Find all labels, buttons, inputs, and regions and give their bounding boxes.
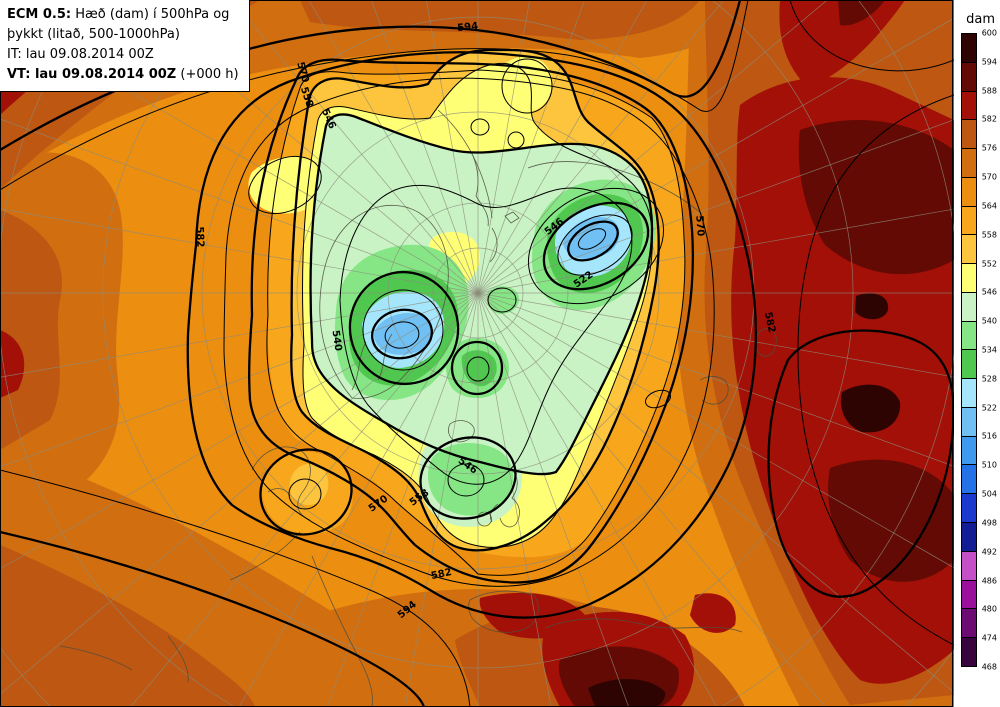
- colorbar-band: [962, 406, 976, 436]
- colorbar-band: [962, 61, 976, 91]
- colorbar-tick-label: 546: [981, 287, 997, 297]
- colorbar-tick-label: 522: [981, 403, 997, 413]
- contour-label: 570: [693, 215, 705, 237]
- contour-594-sw: [0, 530, 426, 707]
- colorbar: [961, 33, 977, 667]
- colorbar-band: [962, 90, 976, 120]
- colorbar-tick-label: 570: [981, 172, 997, 182]
- colorbar-band: [962, 608, 976, 638]
- colorbar-tick-label: 474: [981, 633, 997, 643]
- colorbar-band: [962, 550, 976, 580]
- contour-594-asia: [767, 329, 954, 598]
- contour-label: 582: [762, 311, 777, 334]
- colorbar-tick-label: 486: [981, 576, 997, 586]
- colorbar-band: [962, 349, 976, 379]
- colorbar-band: [962, 119, 976, 149]
- map-area: 594 582 570 558 546 546 522 540 570 582 546 570 558 5…: [0, 0, 954, 707]
- colorbar-tick-label: 528: [981, 374, 997, 384]
- colorbar-band: [962, 205, 976, 235]
- colorbar-band: [962, 234, 976, 264]
- contour-588-tr: [789, 0, 954, 72]
- colorbar-tick-label: 468: [981, 662, 997, 672]
- colorbar-band: [962, 637, 976, 666]
- thickness-shading: [0, 0, 954, 707]
- valid-time: VT: lau 09.08.2014 00Z (+000 h): [7, 67, 239, 82]
- colorbar-tick-label: 516: [981, 431, 997, 441]
- colorbar-tick-label: 576: [981, 143, 997, 153]
- colorbar-tick-label: 588: [981, 86, 997, 96]
- colorbar-tick-label: 552: [981, 259, 997, 269]
- colorbar-tick-label: 540: [981, 316, 997, 326]
- colorbar-band: [962, 320, 976, 350]
- colorbar-tick-label: 582: [981, 114, 997, 124]
- contour-588-sw: [0, 469, 471, 707]
- contour-576: [223, 77, 715, 587]
- contour-552: [302, 62, 653, 548]
- colorbar-unit-label: dam: [966, 12, 995, 27]
- colorbar-tick-label: 504: [981, 489, 997, 499]
- colorbar-tick-label: 564: [981, 201, 997, 211]
- colorbar-band: [962, 263, 976, 292]
- contour-564: [266, 69, 686, 576]
- contour-582: [186, 51, 758, 619]
- colorbar-tick-label: 600: [981, 28, 997, 38]
- colorbar-band: [962, 378, 976, 407]
- colorbar-tick-label: 510: [981, 460, 997, 470]
- band-594-600: [588, 293, 901, 707]
- title-box: ECM 0.5: Hæð (dam) í 500hPa og þykkt (li…: [0, 0, 250, 92]
- colorbar-band: [962, 148, 976, 177]
- contour-label: 540: [330, 330, 344, 352]
- contour-546: [309, 113, 654, 476]
- contour-label: 582: [430, 567, 453, 582]
- colorbar-band: [962, 522, 976, 551]
- colorbar-band: [962, 291, 976, 321]
- coastlines: [59, 109, 777, 707]
- graticule: [0, 0, 954, 707]
- colorbar-band: [962, 579, 976, 609]
- contour-label: 594: [457, 21, 479, 34]
- colorbar-tick-label: 498: [981, 518, 997, 528]
- colorbar-tick-label: 480: [981, 604, 997, 614]
- contour-558: [290, 48, 660, 552]
- colorbar-band: [962, 176, 976, 206]
- low-core-east: [563, 216, 620, 259]
- title-line-2: þykkt (litað, 500-1000hPa): [7, 27, 180, 42]
- colorbar-band: [962, 493, 976, 523]
- height-contours: [0, 0, 954, 707]
- init-time: IT: lau 09.08.2014 00Z: [7, 47, 154, 62]
- model-name: ECM 0.5:: [7, 7, 72, 22]
- contour-588-right: [797, 94, 954, 646]
- colorbar-tick-label: 492: [981, 547, 997, 557]
- colorbar-tick-label: 534: [981, 345, 997, 355]
- colorbar-tick-label: 594: [981, 57, 997, 67]
- colorbar-band: [962, 435, 976, 465]
- title-line-1: ECM 0.5: Hæð (dam) í 500hPa og: [7, 7, 230, 22]
- colorbar-tick-label: 558: [981, 230, 997, 240]
- contour-label: 582: [194, 226, 206, 247]
- colorbar-band: [962, 464, 976, 494]
- colorbar-band: [962, 34, 976, 62]
- colorbar-panel: dam 600 594 588 582 576 570 564 558 552 546 540 534…: [954, 0, 1000, 707]
